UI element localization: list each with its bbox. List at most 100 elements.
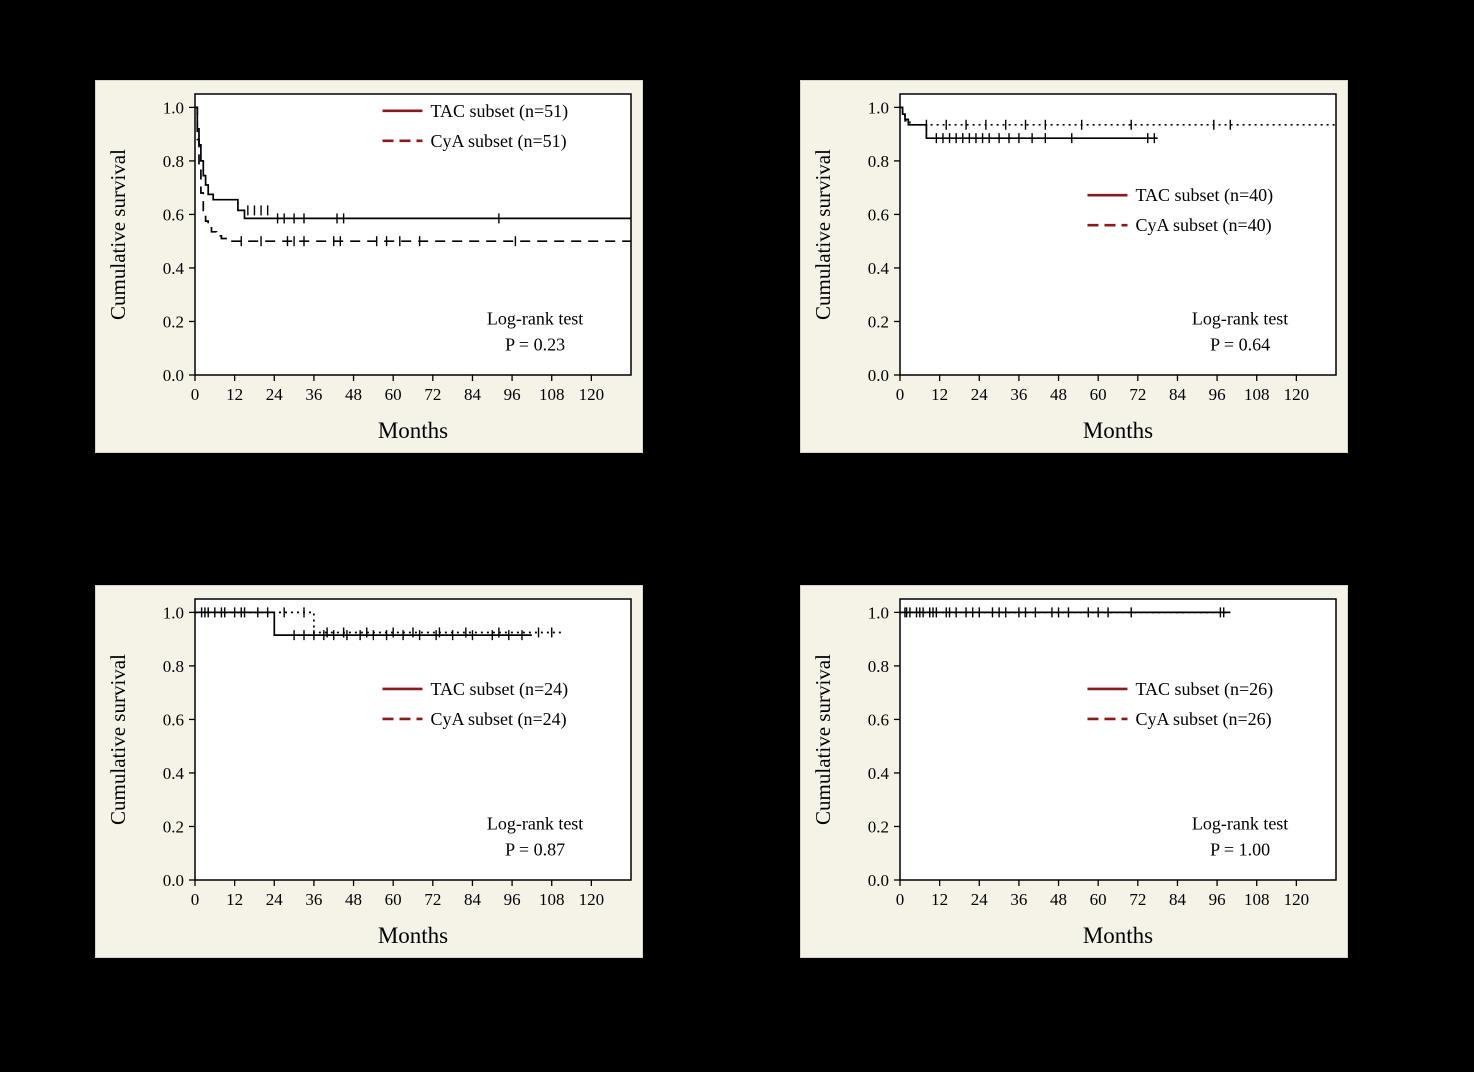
log-rank-annotation-line: P = 1.00 xyxy=(1210,839,1270,859)
x-axis-title: Months xyxy=(378,418,448,443)
y-tick-label: 0.2 xyxy=(868,817,889,836)
km-chart-top-right: 0 12 24 36 48 60 72 84 96 108 120 0.0 0.2 0.4 0.6 0.8 1.… xyxy=(811,93,1337,443)
x-tick-label: 84 xyxy=(464,890,482,909)
x-tick-label: 120 xyxy=(1284,890,1310,909)
x-tick-label: 0 xyxy=(896,385,905,404)
y-tick-label: 0.6 xyxy=(163,710,184,729)
x-tick-label: 60 xyxy=(385,890,402,909)
log-rank-annotation-line: Log-rank test xyxy=(487,308,583,328)
km-panel-top-right: 0 12 24 36 48 60 72 84 96 108 120 0.0 0.2 0.4 0.6 0.8 1.… xyxy=(800,80,1348,453)
x-tick-label: 96 xyxy=(504,890,521,909)
y-tick-label: 0.4 xyxy=(868,259,890,278)
log-rank-annotation-line: Log-rank test xyxy=(1192,813,1288,833)
y-tick-label: 0.0 xyxy=(163,366,184,385)
y-tick-label: 0.0 xyxy=(868,871,889,890)
survival-curve-tac xyxy=(900,106,1158,140)
y-tick-label: 0.8 xyxy=(163,657,184,676)
y-tick-label: 1.0 xyxy=(868,603,889,622)
survival-curve-tac xyxy=(195,106,631,220)
y-tick-label: 1.0 xyxy=(163,603,184,622)
km-panel-bottom-left: 0 12 24 36 48 60 72 84 96 108 120 0.0 0.2 0.4 0.6 0.8 1.… xyxy=(95,585,643,958)
y-tick-label: 0.6 xyxy=(163,205,184,224)
x-tick-label: 108 xyxy=(539,385,565,404)
x-tick-label: 48 xyxy=(345,385,362,404)
y-axis-title: Cumulative survival xyxy=(106,149,130,320)
y-tick-label: 0.0 xyxy=(163,871,184,890)
legend-label: CyA subset (n=26) xyxy=(1135,709,1271,730)
legend-label: TAC subset (n=24) xyxy=(430,679,568,700)
x-tick-label: 12 xyxy=(931,385,948,404)
y-tick-label: 0.0 xyxy=(868,366,889,385)
x-tick-label: 36 xyxy=(305,385,322,404)
x-tick-label: 24 xyxy=(266,890,284,909)
x-tick-label: 120 xyxy=(579,890,605,909)
x-tick-label: 60 xyxy=(1090,890,1107,909)
survival-curve-cya xyxy=(195,106,631,243)
y-tick-label: 0.4 xyxy=(163,259,185,278)
x-tick-label: 96 xyxy=(504,385,521,404)
x-tick-label: 60 xyxy=(385,385,402,404)
x-tick-label: 36 xyxy=(305,890,322,909)
x-tick-label: 48 xyxy=(1050,385,1067,404)
x-tick-label: 96 xyxy=(1209,890,1226,909)
x-tick-label: 12 xyxy=(931,890,948,909)
x-tick-label: 72 xyxy=(424,890,441,909)
x-tick-label: 108 xyxy=(1244,385,1270,404)
x-axis-title: Months xyxy=(378,923,448,948)
x-tick-label: 24 xyxy=(971,890,989,909)
plot-frame xyxy=(899,598,1337,881)
x-tick-label: 108 xyxy=(539,890,565,909)
km-chart-bottom-right: 0 12 24 36 48 60 72 84 96 108 120 0.0 0.2 0.4 0.6 0.8 1.… xyxy=(811,598,1337,948)
x-tick-label: 0 xyxy=(896,890,905,909)
x-tick-label: 120 xyxy=(579,385,605,404)
y-tick-label: 0.2 xyxy=(868,312,889,331)
legend-label: TAC subset (n=26) xyxy=(1135,679,1273,700)
x-axis-title: Months xyxy=(1083,418,1153,443)
x-tick-label: 48 xyxy=(1050,890,1067,909)
x-tick-label: 84 xyxy=(1169,385,1187,404)
y-tick-label: 0.4 xyxy=(163,764,185,783)
x-tick-label: 36 xyxy=(1010,385,1027,404)
y-tick-label: 0.8 xyxy=(163,152,184,171)
y-axis-title: Cumulative survival xyxy=(811,149,835,320)
legend-label: CyA subset (n=24) xyxy=(430,709,566,730)
y-tick-label: 0.8 xyxy=(868,657,889,676)
km-chart-top-left: 0 12 24 36 48 60 72 84 96 108 120 0.0 0.2 0.4 0.6 0.8 1.… xyxy=(106,93,632,443)
legend-label: TAC subset (n=51) xyxy=(430,101,568,122)
x-tick-label: 0 xyxy=(191,385,200,404)
x-tick-label: 60 xyxy=(1090,385,1107,404)
log-rank-annotation-line: P = 0.64 xyxy=(1210,334,1270,354)
x-tick-label: 84 xyxy=(464,385,482,404)
legend-label: CyA subset (n=40) xyxy=(1135,215,1271,236)
x-tick-label: 0 xyxy=(191,890,200,909)
x-tick-label: 120 xyxy=(1284,385,1310,404)
x-tick-label: 12 xyxy=(226,890,243,909)
y-axis-title: Cumulative survival xyxy=(811,654,835,825)
log-rank-annotation-line: Log-rank test xyxy=(1192,308,1288,328)
log-rank-annotation-line: P = 0.87 xyxy=(505,839,565,859)
x-tick-label: 72 xyxy=(1129,890,1146,909)
x-tick-label: 12 xyxy=(226,385,243,404)
x-tick-label: 96 xyxy=(1209,385,1226,404)
y-tick-label: 0.6 xyxy=(868,710,889,729)
plot-frame xyxy=(194,93,632,376)
y-tick-label: 1.0 xyxy=(868,98,889,117)
x-tick-label: 24 xyxy=(971,385,989,404)
y-tick-label: 0.4 xyxy=(868,764,890,783)
x-tick-label: 24 xyxy=(266,385,284,404)
y-tick-label: 0.8 xyxy=(868,152,889,171)
km-chart-bottom-left: 0 12 24 36 48 60 72 84 96 108 120 0.0 0.2 0.4 0.6 0.8 1.… xyxy=(106,598,632,948)
plot-frame xyxy=(899,93,1337,376)
x-tick-label: 72 xyxy=(424,385,441,404)
x-tick-label: 108 xyxy=(1244,890,1270,909)
y-tick-label: 0.2 xyxy=(163,312,184,331)
x-tick-label: 48 xyxy=(345,890,362,909)
y-axis-title: Cumulative survival xyxy=(106,654,130,825)
y-tick-label: 0.2 xyxy=(163,817,184,836)
km-panel-top-left: 0 12 24 36 48 60 72 84 96 108 120 0.0 0.2 0.4 0.6 0.8 1.… xyxy=(95,80,643,453)
log-rank-annotation-line: P = 0.23 xyxy=(505,334,565,354)
x-axis-title: Months xyxy=(1083,923,1153,948)
x-tick-label: 72 xyxy=(1129,385,1146,404)
x-tick-label: 36 xyxy=(1010,890,1027,909)
